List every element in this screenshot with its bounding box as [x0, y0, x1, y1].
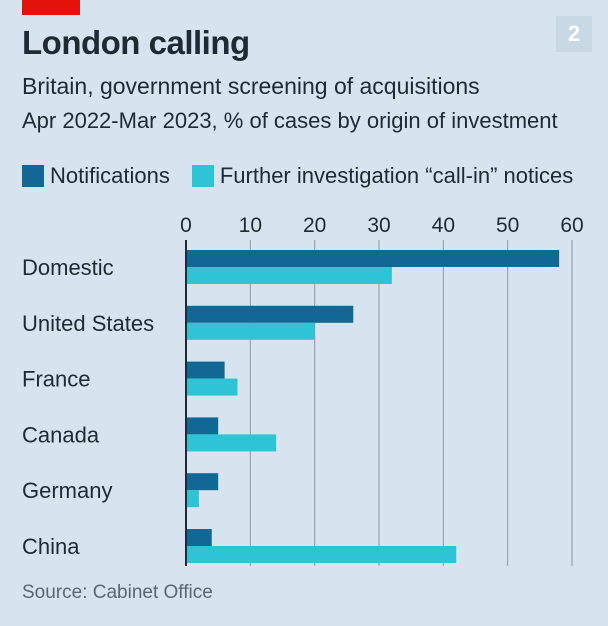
legend-label-callin: Further investigation “call-in” notices: [219, 163, 574, 188]
bar-notifications-1: [186, 305, 354, 323]
bar-callin-0: [186, 267, 392, 284]
legend: Notifications Further investigation “cal…: [22, 163, 595, 189]
bar-notifications-3: [186, 417, 219, 435]
chart-subtitle: Britain, government screening of acquisi…: [22, 73, 480, 99]
x-tick-label-40: 40: [432, 214, 455, 237]
bar-callin-4: [186, 490, 199, 508]
x-tick-label-20: 20: [303, 214, 326, 237]
legend-swatch-notifications: [22, 165, 44, 187]
category-label-2: France: [22, 367, 90, 392]
bar-callin-2: [186, 378, 238, 396]
category-label-1: United States: [22, 311, 154, 336]
x-tick-label-0: 0: [180, 214, 192, 237]
legend-label-notifications: Notifications: [50, 163, 170, 188]
chart-title: London calling: [22, 24, 250, 61]
bar-notifications-5: [186, 529, 212, 546]
bar-callin-3: [186, 434, 277, 452]
category-label-0: Domestic: [22, 255, 114, 280]
category-label-3: Canada: [22, 422, 100, 447]
category-label-4: Germany: [22, 478, 112, 503]
bar-notifications-0: [186, 250, 560, 267]
x-tick-label-60: 60: [560, 214, 583, 237]
bar-notifications-4: [186, 473, 219, 491]
legend-item-notifications: Notifications: [22, 163, 170, 189]
bar-callin-1: [186, 322, 315, 340]
x-tick-label-50: 50: [496, 214, 519, 237]
legend-item-callin: Further investigation “call-in” notices: [191, 163, 574, 189]
brand-tag: [22, 0, 80, 15]
category-label-5: China: [22, 534, 80, 559]
legend-swatch-callin: [191, 165, 214, 187]
x-tick-label-10: 10: [239, 214, 262, 237]
bar-notifications-2: [186, 361, 225, 379]
x-tick-label-30: 30: [367, 214, 390, 237]
source-note: Source: Cabinet Office: [22, 582, 213, 603]
chart-description: Apr 2022-Mar 2023, % of cases by origin …: [22, 108, 558, 133]
bar-callin-5: [186, 546, 457, 563]
chart-number-badge: 2: [556, 16, 592, 52]
